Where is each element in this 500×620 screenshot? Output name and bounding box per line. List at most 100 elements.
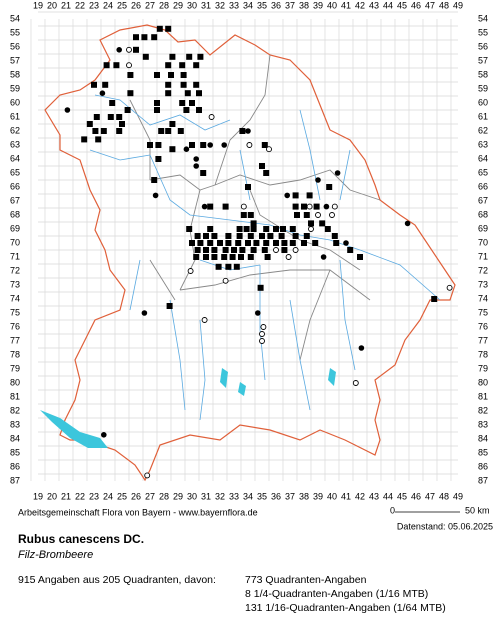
column-label: 40 — [327, 491, 337, 501]
square-point — [179, 62, 186, 69]
square-point — [165, 128, 172, 134]
square-point — [95, 136, 102, 143]
column-label: 32 — [215, 491, 225, 501]
row-label: 55 — [10, 27, 20, 37]
square-point — [331, 233, 338, 239]
row-label: 79 — [10, 363, 20, 373]
row-label: 78 — [10, 349, 20, 359]
circle-point — [187, 268, 194, 274]
species: Rubus canescens DC. — [18, 532, 144, 546]
row-label: 86 — [10, 461, 20, 471]
square-point — [303, 212, 310, 218]
square-point — [292, 233, 299, 239]
column-label: 33 — [229, 491, 239, 501]
square-point — [281, 247, 288, 253]
column-label: 35 — [257, 491, 267, 501]
row-label: 83 — [478, 419, 488, 429]
column-label: 32 — [215, 0, 225, 10]
row-label: 68 — [478, 209, 488, 219]
circle-point — [144, 472, 151, 479]
square-point — [116, 128, 123, 134]
square-point — [92, 128, 99, 134]
square-point — [127, 90, 134, 97]
square-point — [312, 240, 319, 246]
square-point — [264, 254, 271, 260]
square-point — [186, 53, 193, 60]
square-point — [278, 233, 285, 239]
square-point — [168, 72, 174, 78]
square-point — [103, 62, 110, 69]
square-point — [211, 247, 218, 253]
square-point — [306, 192, 313, 199]
dot-point — [221, 142, 227, 148]
stats-line: 8 1/4-Quadranten-Angaben (1/16 MTB) — [245, 588, 428, 600]
row-label: 65 — [10, 167, 20, 177]
square-point — [301, 203, 307, 210]
square-point — [319, 220, 326, 227]
dot-point — [183, 146, 190, 152]
row-label: 58 — [10, 69, 20, 79]
square-point — [207, 226, 214, 232]
row-label: 61 — [478, 111, 488, 121]
circle-point — [259, 338, 265, 344]
square-point — [151, 177, 158, 183]
square-point — [169, 121, 176, 127]
square-point — [357, 254, 363, 260]
square-point — [203, 233, 209, 239]
square-point — [93, 114, 100, 120]
column-label: 44 — [383, 0, 393, 10]
dot-point — [284, 192, 291, 199]
circle-point — [208, 114, 215, 120]
column-label: 37 — [285, 491, 295, 501]
square-point — [127, 72, 134, 78]
column-label: 21 — [61, 491, 71, 501]
square-point — [165, 62, 172, 69]
row-label: 64 — [10, 153, 20, 163]
state-border — [44, 24, 456, 482]
row-label: 67 — [10, 195, 20, 205]
square-point — [222, 203, 229, 210]
square-point — [200, 170, 207, 176]
square-point — [292, 192, 299, 199]
dot-point — [404, 220, 411, 227]
column-label: 47 — [425, 491, 435, 501]
square-point — [301, 240, 307, 246]
row-label: 54 — [10, 13, 20, 23]
row-label: 58 — [478, 69, 488, 79]
dot-point — [116, 47, 122, 53]
square-point — [217, 240, 223, 246]
square-point — [177, 128, 184, 134]
square-point — [193, 62, 200, 69]
dot-point — [323, 203, 330, 210]
row-label: 87 — [478, 475, 488, 485]
column-label: 41 — [341, 491, 351, 501]
column-label: 34 — [243, 491, 253, 501]
column-label: 31 — [201, 0, 211, 10]
square-point — [225, 263, 232, 270]
row-label: 63 — [10, 139, 20, 149]
square-point — [211, 233, 218, 239]
row-label: 68 — [10, 209, 20, 219]
column-label: 42 — [355, 491, 365, 501]
square-point — [238, 254, 244, 260]
column-label: 30 — [187, 0, 197, 10]
row-label: 75 — [10, 307, 20, 317]
column-label: 33 — [229, 0, 239, 10]
row-label: 79 — [478, 363, 488, 373]
column-label: 22 — [75, 491, 85, 501]
column-label: 29 — [173, 491, 183, 501]
square-point — [180, 81, 187, 88]
square-point — [253, 240, 260, 246]
square-point — [197, 240, 204, 246]
circle-point — [259, 331, 265, 337]
circle-point — [352, 380, 359, 386]
square-point — [222, 247, 229, 253]
square-point — [100, 128, 107, 134]
row-label: 66 — [478, 181, 488, 191]
column-label: 45 — [397, 491, 407, 501]
row-label: 76 — [478, 321, 488, 331]
square-point — [431, 296, 438, 302]
square-point — [207, 240, 214, 246]
square-point — [225, 233, 232, 239]
column-label: 23 — [89, 0, 99, 10]
